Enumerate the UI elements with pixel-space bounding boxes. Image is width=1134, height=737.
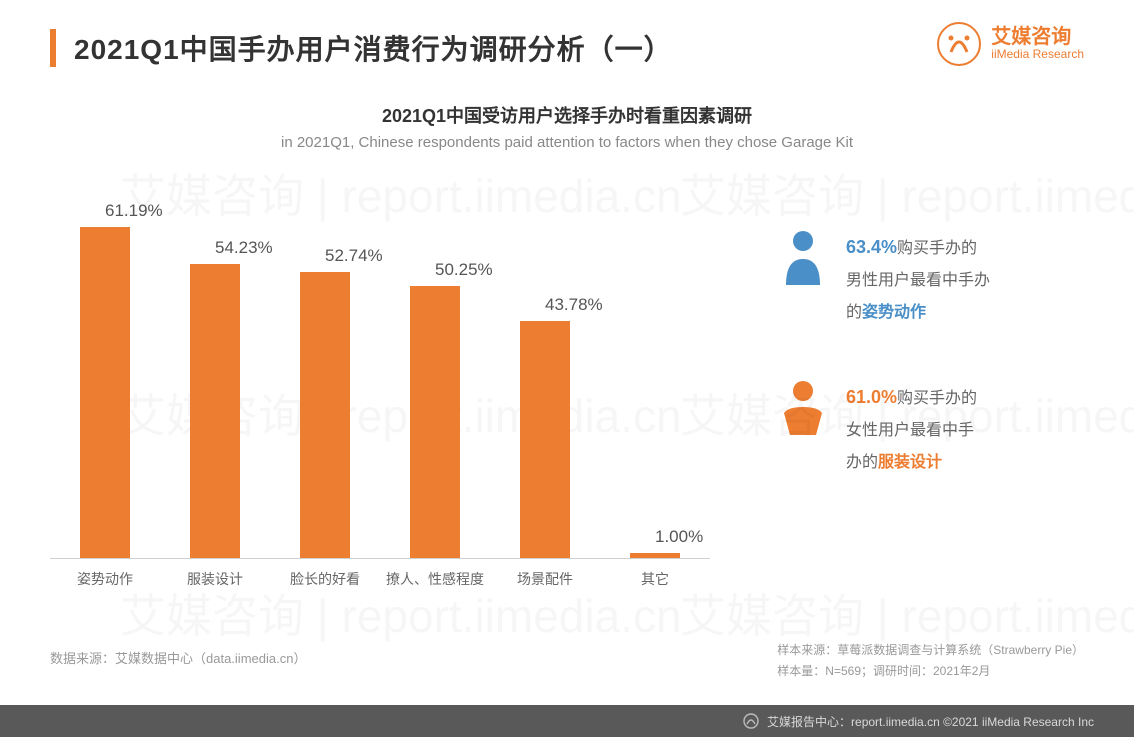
bar-box: 50.25% — [410, 286, 460, 558]
bar-box: 1.00% — [630, 553, 680, 558]
bar-wrap: 43.78% — [495, 179, 595, 558]
bar-value-label: 1.00% — [655, 527, 703, 547]
male-info-text: 63.4%购买手办的 男性用户最看中手办 的姿势动作 — [846, 229, 990, 329]
male-pct: 63.4% — [846, 237, 897, 257]
male-icon — [780, 229, 826, 285]
bar-value-label: 54.23% — [215, 238, 273, 258]
male-info-block: 63.4%购买手办的 男性用户最看中手办 的姿势动作 — [780, 229, 1084, 329]
bar-wrap: 61.19% — [55, 179, 155, 558]
bar — [520, 321, 570, 558]
chart-title-en: in 2021Q1, Chinese respondents paid atte… — [0, 134, 1134, 151]
logo-block: 艾媒咨询 iiMedia Research — [937, 22, 1084, 66]
sample-notes: 样本来源：草莓派数据调查与计算系统（Strawberry Pie） 样本量：N=… — [777, 640, 1084, 683]
bar-box: 61.19% — [80, 227, 130, 558]
title-accent-bar — [50, 29, 56, 67]
female-pct: 61.0% — [846, 387, 897, 407]
bar-box: 52.74% — [300, 272, 350, 558]
logo-cn: 艾媒咨询 — [991, 26, 1084, 48]
sample-size: 样本量：N=569；调研时间：2021年2月 — [777, 661, 1084, 683]
bars-row: 61.19% 54.23% 52.74% 50.25% 43.78% 1.00% — [50, 179, 710, 558]
x-axis-label: 撩人、性感程度 — [385, 569, 485, 589]
bar — [190, 264, 240, 558]
bar-value-label: 61.19% — [105, 201, 163, 221]
bar — [410, 286, 460, 558]
bar — [300, 272, 350, 558]
bar-wrap: 1.00% — [605, 179, 705, 558]
bar-chart: 61.19% 54.23% 52.74% 50.25% 43.78% 1.00% 姿势动作… — [50, 179, 710, 589]
header: 2021Q1中国手办用户消费行为调研分析（一） 艾媒咨询 iiMedia Res… — [0, 0, 1134, 68]
side-info: 63.4%购买手办的 男性用户最看中手办 的姿势动作 61.0%购买手办的 女性… — [710, 179, 1084, 589]
female-line2: 女性用户最看中手 — [846, 422, 974, 439]
female-line1: 购买手办的 — [897, 390, 977, 407]
male-highlight: 姿势动作 — [862, 304, 926, 321]
bar-wrap: 54.23% — [165, 179, 265, 558]
x-axis-label: 场景配件 — [495, 569, 595, 589]
bar-value-label: 43.78% — [545, 295, 603, 315]
female-highlight: 服装设计 — [878, 454, 942, 471]
male-line2: 男性用户最看中手办 — [846, 272, 990, 289]
data-source-note: 数据来源：艾媒数据中心（data.iimedia.cn） — [50, 648, 306, 667]
bottom-bar: 艾媒报告中心：report.iimedia.cn ©2021 iiMedia R… — [0, 705, 1134, 737]
bar-box: 54.23% — [190, 264, 240, 558]
chart-title-cn: 2021Q1中国受访用户选择手办时看重因素调研 — [0, 102, 1134, 128]
logo-en: iiMedia Research — [991, 48, 1084, 61]
female-line3-prefix: 办的 — [846, 454, 878, 471]
x-axis-label: 脸长的好看 — [275, 569, 375, 589]
male-line3-prefix: 的 — [846, 304, 862, 321]
x-axis-label: 其它 — [605, 569, 705, 589]
watermark: 艾媒咨询 | report.iimedia.cn — [680, 580, 1134, 646]
watermark: 艾媒咨询 | report.iimedia.cn — [120, 580, 682, 646]
iimedia-logo-icon — [937, 22, 981, 66]
bar-box: 43.78% — [520, 321, 570, 558]
page-title: 2021Q1中国手办用户消费行为调研分析（一） — [74, 28, 673, 68]
bar-wrap: 52.74% — [275, 179, 375, 558]
logo-text: 艾媒咨询 iiMedia Research — [991, 26, 1084, 61]
bar-value-label: 50.25% — [435, 260, 493, 280]
sample-source: 样本来源：草莓派数据调查与计算系统（Strawberry Pie） — [777, 640, 1084, 662]
content-area: 61.19% 54.23% 52.74% 50.25% 43.78% 1.00% 姿势动作… — [0, 179, 1134, 589]
x-axis-labels: 姿势动作服装设计脸长的好看撩人、性感程度场景配件其它 — [50, 569, 710, 589]
bar-wrap: 50.25% — [385, 179, 485, 558]
bar-value-label: 52.74% — [325, 246, 383, 266]
chart-plot: 61.19% 54.23% 52.74% 50.25% 43.78% 1.00% — [50, 179, 710, 559]
subtitle-block: 2021Q1中国受访用户选择手办时看重因素调研 in 2021Q1, Chine… — [0, 102, 1134, 151]
x-axis-label: 姿势动作 — [55, 569, 155, 589]
x-axis-label: 服装设计 — [165, 569, 265, 589]
female-info-block: 61.0%购买手办的 女性用户最看中手 办的服装设计 — [780, 379, 1084, 479]
female-info-text: 61.0%购买手办的 女性用户最看中手 办的服装设计 — [846, 379, 977, 479]
bottom-bar-logo-icon — [743, 713, 759, 729]
female-icon — [780, 379, 826, 435]
bottom-bar-text: 艾媒报告中心：report.iimedia.cn ©2021 iiMedia R… — [767, 713, 1094, 730]
bar — [630, 553, 680, 558]
bar — [80, 227, 130, 558]
male-line1: 购买手办的 — [897, 240, 977, 257]
